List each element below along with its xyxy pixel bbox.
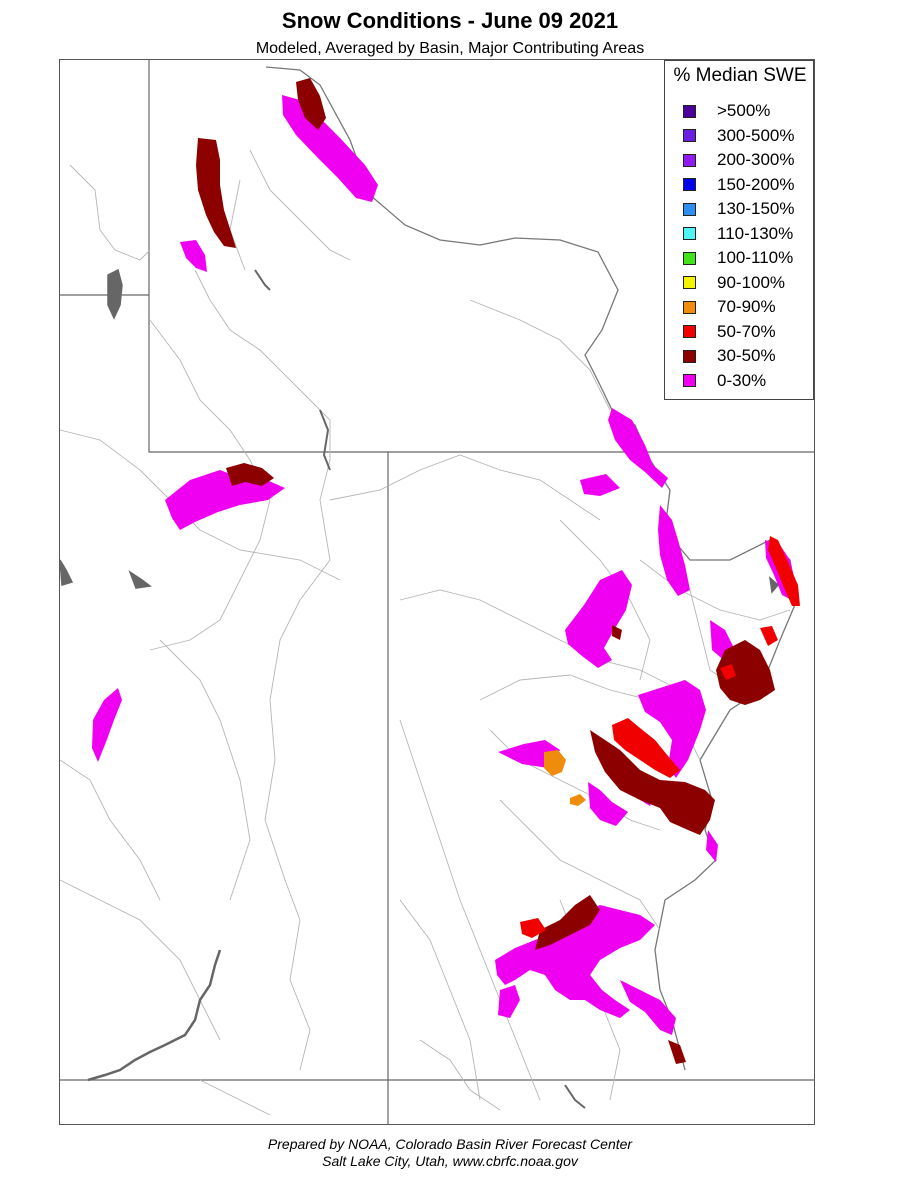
- legend-swatch: [683, 178, 696, 192]
- legend-label: 200-300%: [717, 150, 795, 170]
- snow-area-70-90: [544, 750, 586, 806]
- legend-label: 100-110%: [717, 248, 794, 268]
- legend-item: >500%: [683, 99, 795, 124]
- legend-item: 30-50%: [683, 344, 795, 369]
- legend-swatch: [683, 129, 696, 143]
- footer-location: Salt Lake City, Utah, www.cbrfc.noaa.gov: [322, 1153, 578, 1169]
- legend-swatch: [683, 104, 696, 118]
- legend-item: 0-30%: [683, 369, 795, 394]
- legend-label: 300-500%: [717, 125, 795, 145]
- snow-area-30-50: [196, 78, 775, 1064]
- legend-label: 130-150%: [717, 199, 795, 219]
- legend-swatch: [683, 251, 696, 265]
- legend-label: >500%: [717, 101, 771, 121]
- legend-items: >500% 300-500% 200-300% 150-200% 130-150% 110…: [683, 99, 795, 393]
- legend-item: 90-100%: [683, 271, 795, 296]
- legend-swatch: [683, 374, 696, 388]
- footer: Prepared by NOAA, Colorado Basin River F…: [0, 1136, 900, 1170]
- legend-label: 0-30%: [717, 370, 767, 390]
- legend-swatch: [683, 227, 696, 241]
- legend-label: 50-70%: [717, 321, 776, 341]
- legend-label: 150-200%: [717, 174, 795, 194]
- legend-item: 70-90%: [683, 295, 795, 320]
- legend-label: 110-130%: [717, 223, 794, 243]
- legend-label: 90-100%: [717, 272, 786, 292]
- legend-title: % Median SWE: [673, 65, 807, 86]
- legend-label: 30-50%: [717, 346, 776, 366]
- snow-area-50-70: [520, 536, 800, 938]
- legend-item: 300-500%: [683, 124, 795, 149]
- legend-swatch: [683, 300, 696, 314]
- legend-item: 100-110%: [683, 246, 795, 271]
- legend-swatch: [683, 325, 696, 339]
- snow-area-0-30: [92, 95, 796, 1035]
- legend-swatch: [683, 153, 696, 167]
- legend-label: 70-90%: [717, 297, 776, 317]
- legend-item: 200-300%: [683, 148, 795, 173]
- legend-item: 110-130%: [683, 222, 795, 247]
- state-boundaries: [59, 59, 815, 1125]
- water-bodies: [59, 268, 780, 1109]
- footer-credit: Prepared by NOAA, Colorado Basin River F…: [267, 1136, 633, 1152]
- legend-swatch: [683, 349, 696, 363]
- legend: % Median SWE >500% 300-500% 200-300% 150-20…: [664, 60, 814, 400]
- legend-item: 50-70%: [683, 320, 795, 345]
- legend-swatch: [683, 276, 696, 290]
- legend-item: 150-200%: [683, 173, 795, 198]
- legend-item: 130-150%: [683, 197, 795, 222]
- legend-swatch: [683, 202, 696, 216]
- map-subtitle: Modeled, Averaged by Basin, Major Contri…: [255, 40, 645, 57]
- map-title: Snow Conditions - June 09 2021: [281, 8, 619, 33]
